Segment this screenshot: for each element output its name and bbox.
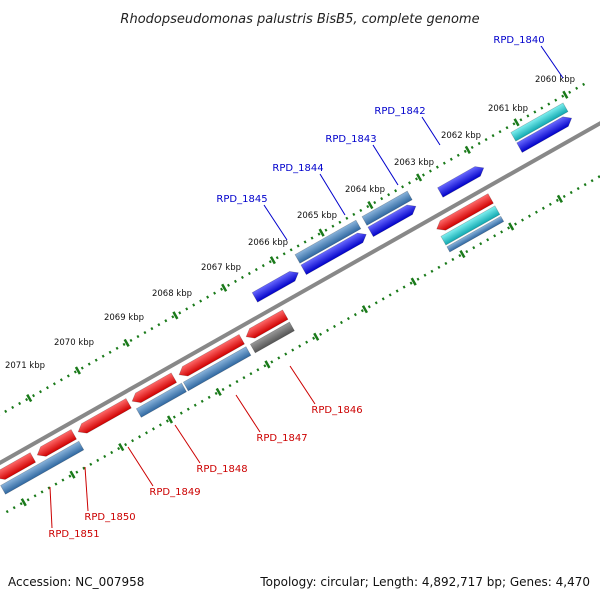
ruler-tick (166, 415, 174, 424)
ruler-tick (172, 311, 179, 320)
gene-leader-line (127, 446, 154, 487)
gene-leader-line (49, 486, 53, 529)
ruler-tick (123, 338, 130, 348)
map-title: Rhodopseudomonas palustris BisB5, comple… (120, 12, 479, 27)
gene-arrow-reverse[interactable] (243, 309, 289, 342)
kbp-label: 2067 kbp (201, 263, 241, 273)
ruler-tick (313, 332, 320, 341)
ruler-tick (269, 256, 276, 265)
cds-bar[interactable] (0, 440, 85, 495)
gene-arrow-reverse[interactable] (434, 193, 494, 234)
ruler-tick (562, 90, 569, 99)
gene-arrow-reverse[interactable] (0, 452, 37, 483)
ruler-tick (410, 277, 417, 286)
gene-label[interactable]: RPD_1847 (256, 433, 307, 444)
cds-bar[interactable] (182, 346, 252, 392)
gene-arrow-reverse[interactable] (75, 398, 132, 436)
cds-bar[interactable] (294, 219, 362, 264)
gene-leader-line (263, 204, 288, 241)
kbp-label: 2064 kbp (345, 185, 385, 195)
gene-arrow-reverse[interactable] (129, 372, 178, 406)
ruler-tick (508, 222, 515, 231)
gene-label[interactable]: RPD_1851 (48, 529, 99, 540)
cds-bar[interactable] (135, 382, 187, 418)
ruler-tick (264, 360, 271, 369)
gene-leader-line (421, 116, 441, 146)
ruler-tick (215, 387, 222, 397)
ruler-tick (556, 194, 563, 204)
upper-ruler (0, 79, 591, 437)
gene-arrow-forward[interactable] (300, 230, 369, 276)
cds-bar[interactable] (510, 102, 569, 142)
ruler-tick (416, 173, 423, 182)
gene-label[interactable]: RPD_1844 (272, 163, 323, 174)
ruler-tick (318, 228, 325, 237)
kbp-label: 2070 kbp (54, 338, 94, 348)
pseudo-bar[interactable] (249, 321, 295, 354)
ruler-tick (74, 366, 81, 375)
ruler-tick (361, 305, 369, 314)
gene-arrow-forward[interactable] (516, 113, 575, 153)
gene-label[interactable]: RPD_1846 (311, 405, 362, 416)
ruler-tick (367, 200, 374, 210)
ruler-tick (513, 118, 520, 127)
accession: Accession: NC_007958 (8, 575, 144, 589)
cds-bar[interactable] (361, 190, 413, 226)
gene-arrow-forward[interactable] (367, 202, 419, 238)
gene-leader-line (289, 365, 316, 405)
ruler-tick (464, 145, 471, 154)
kbp-label: 2068 kbp (152, 289, 192, 299)
kbp-label: 2069 kbp (104, 313, 144, 323)
gene-leader-line (372, 144, 399, 186)
gene-leader-line (174, 424, 201, 464)
gene-label[interactable]: RPD_1845 (216, 194, 267, 205)
gene-label[interactable]: RPD_1848 (196, 464, 247, 475)
gene-label[interactable]: RPD_1850 (84, 512, 135, 523)
gene-leader-line (540, 45, 564, 79)
ruler-tick (221, 283, 228, 292)
gene-arrow-reverse[interactable] (176, 334, 245, 379)
kbp-label: 2066 kbp (248, 238, 288, 248)
gene-label[interactable]: RPD_1842 (374, 106, 425, 117)
ruler-tick (26, 393, 33, 403)
gene-leader-line (235, 394, 261, 433)
kbp-label: 2065 kbp (297, 211, 337, 221)
gene-arrow-forward[interactable] (437, 163, 487, 198)
cds-bar[interactable] (440, 205, 501, 246)
genome-summary: Topology: circular; Length: 4,892,717 bp… (259, 575, 590, 589)
kbp-label: 2063 kbp (394, 158, 434, 168)
backbone (0, 115, 600, 474)
gene-leader-line (84, 466, 89, 512)
gene-leader-line (319, 173, 346, 216)
kbp-label: 2062 kbp (441, 131, 481, 141)
kbp-label: 2061 kbp (488, 104, 528, 114)
gene-label[interactable]: RPD_1840 (493, 35, 544, 46)
cds-bar[interactable] (446, 215, 505, 253)
ruler-tick (20, 498, 27, 507)
gene-arrow-reverse[interactable] (35, 429, 77, 460)
gene-label[interactable]: RPD_1849 (149, 487, 200, 498)
gene-label[interactable]: RPD_1843 (325, 134, 376, 145)
ruler-tick (118, 442, 125, 452)
lower-ruler (5, 156, 600, 514)
ruler-tick (459, 249, 466, 259)
gene-arrow-forward[interactable] (251, 268, 301, 303)
ruler-tick (69, 470, 76, 479)
kbp-label: 2060 kbp (535, 75, 575, 85)
kbp-label: 2071 kbp (5, 361, 45, 371)
